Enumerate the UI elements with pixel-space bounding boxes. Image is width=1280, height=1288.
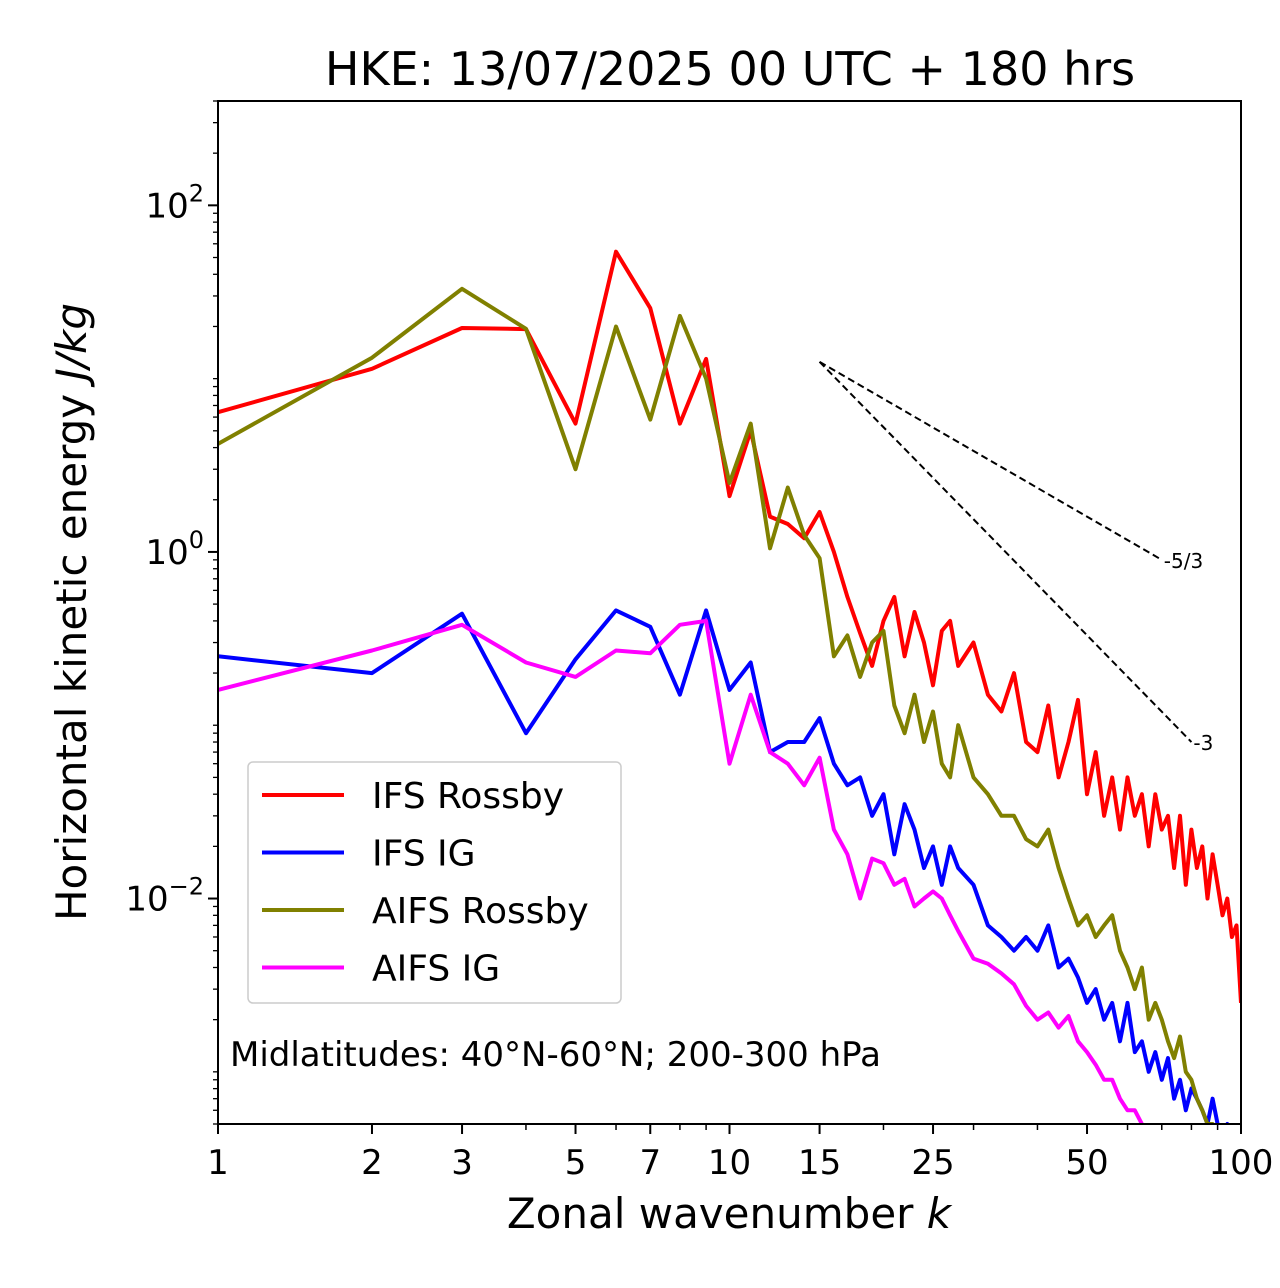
x-axis-variable: k [927, 1189, 953, 1238]
legend-label-ifs-ig: IFS IG [372, 834, 476, 875]
x-axis-label: Zonal wavenumber k [507, 1189, 953, 1238]
x-tick-label: 2 [361, 1143, 383, 1183]
reference-lines-layer: -5/3 -3 [818, 360, 1213, 755]
series-line-aifs-rossby [218, 286, 1215, 1124]
x-tick-label: 50 [1065, 1143, 1108, 1183]
legend-box [247, 761, 622, 1004]
legend: IFS Rossby IFS IG AIFS Rossby AIFS IG [247, 761, 622, 1004]
x-tick-label: 15 [798, 1143, 841, 1183]
x-tick-label: 3 [451, 1143, 473, 1183]
region-annotation: Midlatitudes: 40°N-60°N; 200-300 hPa [230, 1035, 881, 1075]
y-tick-label: 10−2 [125, 873, 204, 920]
x-tick-label: 10 [708, 1143, 751, 1183]
y-axis-ticks: 102 100 10−2 [125, 100, 218, 1125]
x-tick-label: 7 [639, 1143, 661, 1183]
legend-label-aifs-rossby: AIFS Rossby [372, 891, 589, 932]
x-tick-label: 1 [207, 1143, 229, 1183]
x-axis-ticks: 1 2 3 5 7 10 15 25 50 100 [207, 1124, 1273, 1183]
x-tick-label: 100 [1209, 1143, 1274, 1183]
x-tick-label: 25 [911, 1143, 954, 1183]
chart-title: HKE: 13/07/2025 00 UTC + 180 hrs [325, 42, 1135, 96]
series-line-ifs-ig [218, 608, 1230, 1124]
legend-label-ifs-rossby: IFS Rossby [372, 776, 564, 817]
y-tick-label: 100 [145, 526, 204, 573]
y-tick-label: 102 [145, 179, 204, 226]
legend-label-aifs-ig: AIFS IG [372, 949, 500, 990]
y-axis-label: Horizontal kinetic energy J/kg [47, 303, 96, 921]
x-tick-label: 5 [565, 1143, 587, 1183]
slope-line-3 [818, 361, 1193, 743]
y-axis-unit: J/kg [47, 303, 96, 388]
slope-label-3: -3 [1193, 731, 1213, 755]
series-layer [218, 249, 1241, 1124]
series-line-aifs-ig [218, 618, 1145, 1124]
slope-label-5-3: -5/3 [1164, 549, 1203, 573]
slope-line-5-3 [819, 360, 1163, 561]
legend-entries: IFS Rossby IFS IG AIFS Rossby AIFS IG [262, 776, 589, 990]
